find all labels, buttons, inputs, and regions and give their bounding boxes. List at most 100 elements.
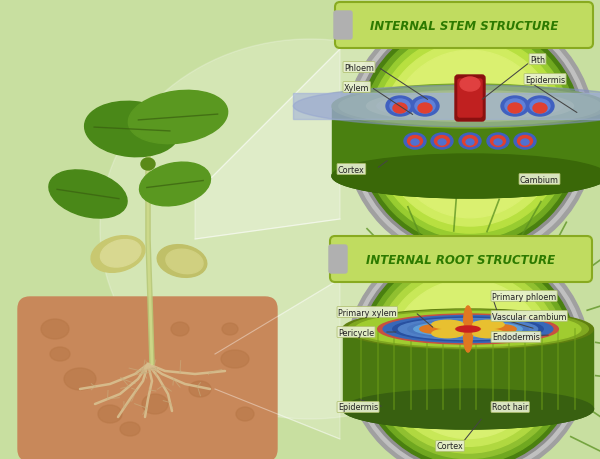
FancyBboxPatch shape bbox=[330, 236, 592, 282]
Ellipse shape bbox=[530, 100, 550, 114]
Ellipse shape bbox=[171, 322, 189, 336]
Text: Cortex: Cortex bbox=[338, 165, 365, 174]
Ellipse shape bbox=[85, 102, 179, 157]
Text: Cortex: Cortex bbox=[437, 442, 463, 451]
Ellipse shape bbox=[344, 6, 595, 263]
Ellipse shape bbox=[355, 312, 581, 347]
Ellipse shape bbox=[432, 320, 463, 329]
Ellipse shape bbox=[494, 140, 502, 146]
Ellipse shape bbox=[388, 280, 548, 438]
Ellipse shape bbox=[390, 100, 410, 114]
Ellipse shape bbox=[377, 314, 559, 344]
Text: INTERNAL ROOT STRUCTURE: INTERNAL ROOT STRUCTURE bbox=[367, 253, 556, 266]
Ellipse shape bbox=[517, 136, 532, 147]
Ellipse shape bbox=[222, 323, 238, 335]
Text: Primary xylem: Primary xylem bbox=[338, 308, 397, 317]
Ellipse shape bbox=[350, 242, 586, 459]
Ellipse shape bbox=[533, 104, 547, 114]
Ellipse shape bbox=[357, 19, 583, 250]
Ellipse shape bbox=[355, 246, 581, 459]
Ellipse shape bbox=[393, 104, 407, 114]
FancyBboxPatch shape bbox=[334, 12, 352, 40]
Ellipse shape bbox=[386, 97, 414, 117]
Text: Root hair: Root hair bbox=[492, 403, 529, 412]
Text: Pericycle: Pericycle bbox=[338, 328, 374, 337]
Ellipse shape bbox=[100, 40, 520, 419]
Ellipse shape bbox=[343, 389, 593, 429]
Ellipse shape bbox=[434, 136, 449, 147]
Text: Endodermis: Endodermis bbox=[492, 333, 540, 342]
Ellipse shape bbox=[140, 163, 211, 207]
FancyBboxPatch shape bbox=[458, 80, 482, 118]
Ellipse shape bbox=[456, 326, 480, 332]
FancyBboxPatch shape bbox=[329, 246, 347, 274]
Ellipse shape bbox=[466, 140, 474, 146]
Ellipse shape bbox=[460, 78, 480, 92]
Ellipse shape bbox=[473, 330, 504, 338]
Ellipse shape bbox=[141, 159, 155, 171]
Ellipse shape bbox=[332, 155, 600, 199]
Ellipse shape bbox=[64, 368, 96, 390]
Polygon shape bbox=[215, 280, 340, 439]
Ellipse shape bbox=[404, 134, 426, 150]
Text: INTERNAL STEM STRUCTURE: INTERNAL STEM STRUCTURE bbox=[370, 19, 558, 33]
Ellipse shape bbox=[363, 254, 573, 459]
Ellipse shape bbox=[293, 86, 600, 128]
Ellipse shape bbox=[505, 100, 525, 114]
Ellipse shape bbox=[411, 97, 439, 117]
Ellipse shape bbox=[50, 347, 70, 361]
Ellipse shape bbox=[407, 136, 422, 147]
Polygon shape bbox=[343, 329, 593, 409]
Ellipse shape bbox=[408, 320, 528, 338]
Ellipse shape bbox=[346, 237, 590, 459]
Ellipse shape bbox=[508, 104, 522, 114]
Ellipse shape bbox=[120, 422, 140, 436]
Ellipse shape bbox=[473, 320, 504, 329]
Ellipse shape bbox=[411, 140, 419, 146]
Ellipse shape bbox=[415, 100, 435, 114]
Ellipse shape bbox=[339, 87, 600, 127]
Ellipse shape bbox=[347, 310, 589, 348]
Ellipse shape bbox=[514, 134, 536, 150]
Ellipse shape bbox=[189, 381, 211, 397]
Ellipse shape bbox=[487, 134, 509, 150]
Ellipse shape bbox=[463, 316, 473, 353]
Ellipse shape bbox=[491, 136, 505, 147]
Polygon shape bbox=[195, 50, 340, 240]
Ellipse shape bbox=[98, 405, 122, 423]
Ellipse shape bbox=[480, 325, 516, 334]
Ellipse shape bbox=[368, 30, 572, 240]
FancyBboxPatch shape bbox=[455, 76, 485, 122]
Ellipse shape bbox=[414, 322, 522, 337]
Ellipse shape bbox=[367, 91, 574, 122]
Polygon shape bbox=[293, 94, 600, 120]
Ellipse shape bbox=[128, 91, 227, 145]
Ellipse shape bbox=[343, 389, 593, 429]
Ellipse shape bbox=[221, 350, 249, 368]
Ellipse shape bbox=[418, 104, 432, 114]
Text: Epidermis: Epidermis bbox=[525, 75, 565, 84]
Ellipse shape bbox=[431, 134, 453, 150]
Ellipse shape bbox=[343, 309, 593, 349]
Text: Cambium: Cambium bbox=[520, 175, 559, 184]
Ellipse shape bbox=[358, 250, 578, 459]
FancyBboxPatch shape bbox=[18, 297, 277, 459]
Ellipse shape bbox=[373, 36, 566, 234]
Ellipse shape bbox=[142, 394, 168, 414]
Ellipse shape bbox=[368, 260, 568, 459]
Polygon shape bbox=[332, 107, 600, 177]
Ellipse shape bbox=[236, 407, 254, 421]
Text: Xylem: Xylem bbox=[344, 84, 370, 92]
Ellipse shape bbox=[362, 24, 578, 246]
Ellipse shape bbox=[521, 140, 529, 146]
Ellipse shape bbox=[374, 265, 562, 453]
Ellipse shape bbox=[377, 94, 563, 120]
Ellipse shape bbox=[157, 245, 207, 278]
Ellipse shape bbox=[349, 11, 591, 258]
Ellipse shape bbox=[354, 16, 586, 254]
Ellipse shape bbox=[166, 250, 203, 274]
Ellipse shape bbox=[501, 97, 529, 117]
Ellipse shape bbox=[388, 51, 551, 218]
Ellipse shape bbox=[463, 136, 478, 147]
Ellipse shape bbox=[100, 240, 141, 268]
